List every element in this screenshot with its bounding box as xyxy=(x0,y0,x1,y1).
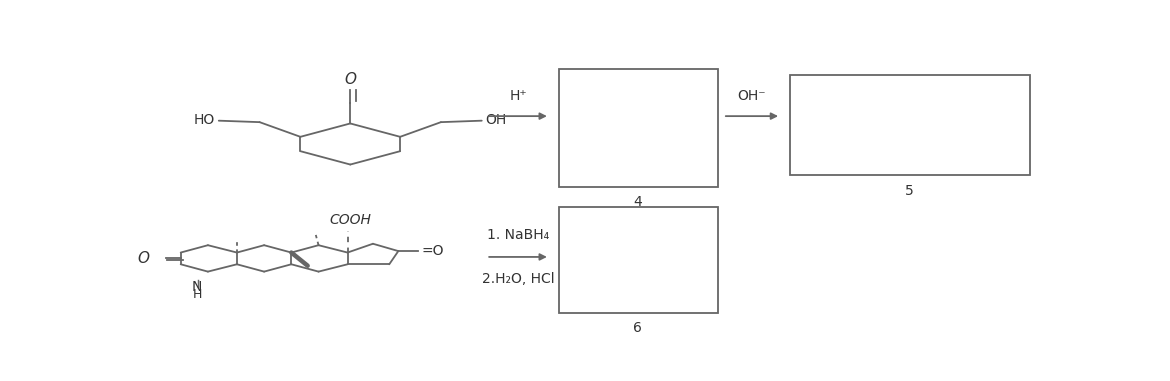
Bar xyxy=(559,69,717,187)
Text: HO: HO xyxy=(194,113,215,127)
Bar xyxy=(559,207,717,313)
Text: 1. NaBH₄: 1. NaBH₄ xyxy=(487,228,549,242)
Text: OH: OH xyxy=(486,113,507,127)
Text: O: O xyxy=(344,72,357,87)
Text: =O: =O xyxy=(422,244,445,258)
Text: OH⁻: OH⁻ xyxy=(737,89,766,103)
Text: 5: 5 xyxy=(906,184,914,198)
Text: N: N xyxy=(192,280,202,294)
Text: 2.H₂O, HCl: 2.H₂O, HCl xyxy=(482,272,555,286)
Text: H⁺: H⁺ xyxy=(509,89,526,103)
Text: O: O xyxy=(138,251,150,266)
Text: 4: 4 xyxy=(633,195,642,209)
Text: 6: 6 xyxy=(633,322,642,336)
Text: COOH: COOH xyxy=(329,213,371,227)
Text: H: H xyxy=(193,288,202,301)
Bar xyxy=(790,75,1031,175)
